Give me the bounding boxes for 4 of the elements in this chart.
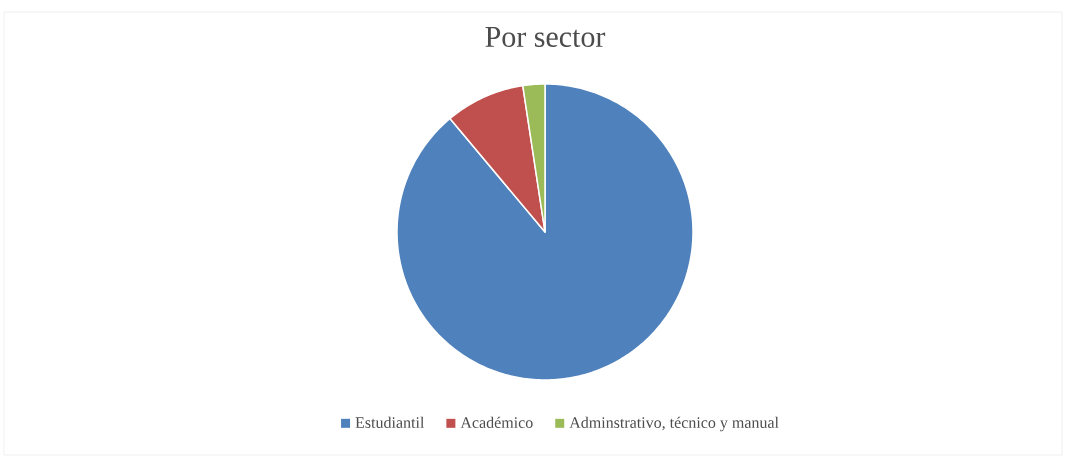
chart-title: Por sector [485, 27, 606, 47]
legend-label: Adminstrativo, técnico y manual [569, 416, 779, 432]
legend-label: Estudiantil [355, 416, 425, 428]
legend-label: Académico [460, 416, 533, 428]
